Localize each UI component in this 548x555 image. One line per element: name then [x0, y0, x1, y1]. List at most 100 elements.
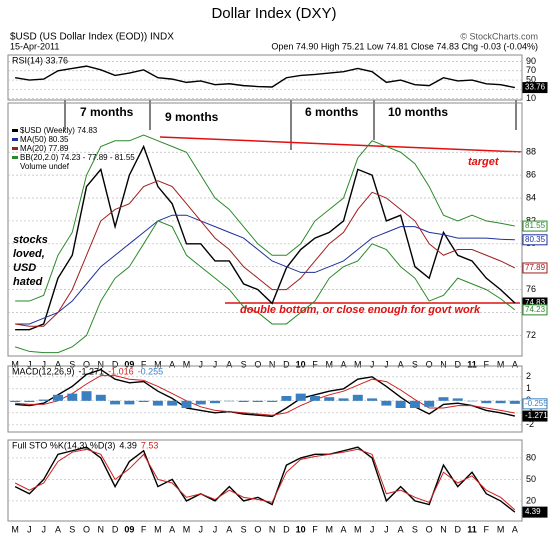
x-tick-label: F: [312, 359, 318, 369]
x-tick-label: M: [497, 359, 505, 369]
histogram-bar: [352, 394, 363, 401]
x-tick-label: 09: [124, 359, 134, 369]
histogram-bar: [24, 400, 35, 402]
panel-frame: [7, 102, 523, 357]
series-line: [15, 180, 516, 327]
histogram-bar: [424, 400, 435, 407]
x-tick-label: J: [199, 359, 204, 369]
y-tick-label: 70: [526, 65, 536, 75]
histogram-bar: [409, 400, 420, 408]
end-label: 77.89: [525, 263, 546, 272]
histogram-bar: [124, 400, 135, 405]
x-tick-label: F: [312, 524, 318, 534]
histogram-bar: [67, 393, 78, 401]
legend-swatch: [12, 129, 18, 132]
series-line: [15, 134, 515, 302]
x-tick-label: N: [440, 359, 447, 369]
legend-entry: 7.53: [141, 440, 159, 450]
histogram-bar: [438, 397, 449, 401]
x-tick-label: M: [354, 359, 362, 369]
x-tick-label: A: [169, 524, 175, 534]
end-label-box: [522, 410, 548, 422]
histogram-bar: [367, 398, 378, 401]
histogram-bar: [52, 394, 63, 401]
x-tick-label: F: [484, 359, 490, 369]
x-tick-label: O: [426, 359, 433, 369]
annotation: USD: [13, 262, 36, 274]
chart-title: Dollar Index (DXY): [211, 5, 336, 22]
x-tick-label: J: [384, 359, 389, 369]
series-line: [15, 65, 516, 89]
x-tick-label: O: [254, 524, 261, 534]
end-label-box: [522, 234, 548, 246]
panel-frame: [7, 365, 523, 433]
x-tick-label: O: [254, 359, 261, 369]
annotation: hated: [13, 276, 43, 288]
x-tick-label: 11: [467, 359, 477, 369]
x-tick-label: N: [269, 359, 276, 369]
panel-label: Full STO %K(14,3) %D(3): [12, 440, 115, 450]
x-tick-label: J: [370, 524, 375, 534]
symbol: $USD (US Dollar Index (EOD)) INDX: [10, 32, 174, 43]
legend-swatch: [12, 156, 18, 159]
histogram-bar: [509, 400, 520, 404]
x-tick-label: M: [326, 524, 334, 534]
histogram-bar: [152, 400, 163, 406]
series-line: [15, 368, 516, 418]
histogram-bar: [210, 400, 221, 404]
x-tick-label: A: [55, 524, 61, 534]
x-tick-label: J: [384, 524, 389, 534]
end-label-box: [522, 82, 548, 94]
panel-frame: [7, 439, 523, 522]
histogram-bar: [252, 400, 263, 402]
x-tick-label: F: [141, 524, 147, 534]
histogram-bar: [110, 400, 121, 405]
x-tick-label: S: [412, 524, 418, 534]
x-tick-label: N: [440, 524, 447, 534]
histogram-bar: [324, 397, 335, 401]
histogram-bar: [281, 396, 292, 401]
annotation: stocks: [13, 234, 48, 246]
x-tick-label: O: [83, 524, 90, 534]
annotation: target: [468, 156, 500, 168]
y-tick-label: 90: [526, 56, 536, 66]
histogram-bar: [138, 400, 149, 402]
x-tick-label: J: [41, 524, 46, 534]
end-label: -1.271: [525, 411, 548, 420]
x-tick-label: A: [341, 359, 347, 369]
x-tick-label: S: [241, 524, 247, 534]
drawn-lines: [64, 100, 523, 304]
x-tick-label: J: [213, 524, 218, 534]
y-tick-label: 50: [526, 474, 536, 484]
x-tick-label: M: [183, 359, 191, 369]
legend-entry: BB(20,2.0) 74.23 - 77.89 - 81.55: [20, 153, 135, 162]
x-tick-label: M: [497, 524, 505, 534]
end-label: 74.23: [525, 305, 546, 314]
x-tick-label: D: [112, 359, 119, 369]
annotation: 7 months: [80, 105, 134, 119]
legend-swatch: [12, 147, 18, 150]
legend-entry: Volume undef: [20, 162, 70, 171]
histogram-bar: [267, 400, 278, 402]
x-tick-label: M: [183, 524, 191, 534]
x-tick-label: 09: [124, 524, 134, 534]
x-tick-label: D: [455, 524, 462, 534]
series-line: [15, 375, 515, 416]
x-tick-label: A: [398, 524, 404, 534]
x-tick-label: N: [98, 359, 105, 369]
legend-entry: 4.39: [119, 440, 137, 450]
x-tick-label: S: [69, 359, 75, 369]
x-tick-label: N: [98, 524, 105, 534]
y-tick-label: 84: [526, 192, 536, 202]
end-label: 80.35: [525, 235, 546, 244]
histogram-bar: [81, 391, 92, 401]
histogram-bar: [95, 394, 106, 401]
date: 15-Apr-2011: [10, 41, 59, 51]
histogram-bar: [181, 400, 192, 408]
x-tick-label: J: [199, 524, 204, 534]
x-tick-label: D: [283, 524, 290, 534]
end-label-box: [522, 506, 548, 518]
legend-entry: MA(20) 77.89: [20, 144, 69, 153]
x-tick-label: F: [141, 359, 147, 369]
series-line: [14, 448, 516, 511]
